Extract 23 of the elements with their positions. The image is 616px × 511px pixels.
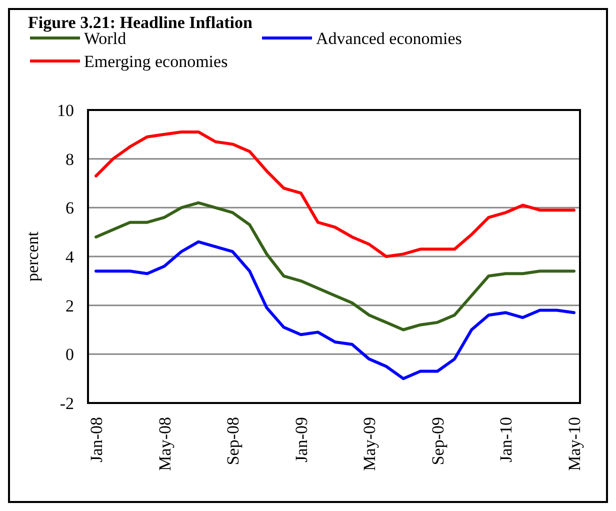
- y-tick-label: -2: [60, 394, 74, 413]
- x-tick-label: Sep-09: [428, 417, 448, 466]
- legend-label: World: [84, 29, 127, 48]
- y-tick-label: 2: [66, 296, 74, 316]
- line-series: [94, 201, 576, 332]
- legend-label: Emerging economies: [84, 52, 228, 71]
- y-tick-label: 6: [66, 198, 74, 218]
- x-tick-label: May-10: [565, 417, 584, 471]
- y-tick-label: 4: [66, 248, 74, 266]
- line-series: [94, 240, 576, 380]
- y-tick-label: 8: [66, 150, 74, 169]
- line-series: [94, 130, 576, 258]
- chart-title: Figure 3.21: Headline Inflation: [28, 13, 254, 32]
- x-tick-label: May-09: [360, 417, 380, 471]
- legend-label: Advanced economies: [316, 29, 462, 48]
- x-tick-label: Jan-10: [496, 417, 516, 462]
- x-tick-label: Sep-08: [224, 417, 243, 466]
- x-tick-label: May-08: [155, 417, 174, 471]
- x-tick-label: Jan-08: [87, 417, 106, 462]
- y-tick-label: 0: [66, 345, 74, 364]
- x-tick-label: Jan-09: [292, 417, 311, 462]
- y-axis-title: percent: [23, 231, 42, 282]
- y-tick-label: 10: [57, 101, 74, 120]
